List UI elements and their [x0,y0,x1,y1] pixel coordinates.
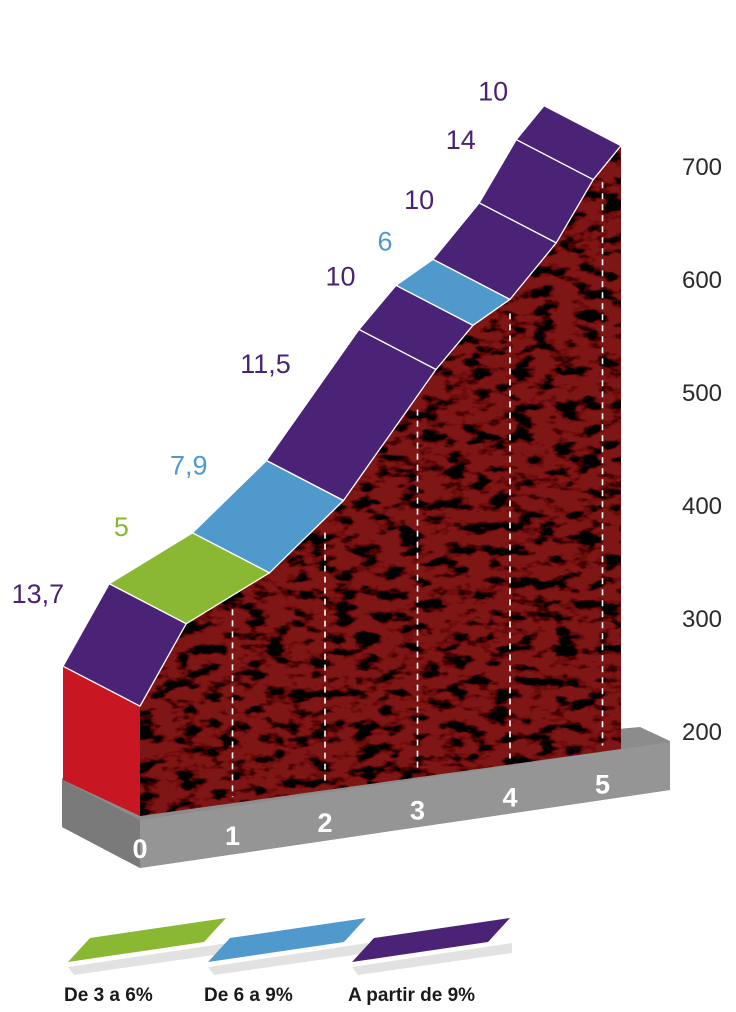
base-left [62,780,140,868]
legend-swatch [208,918,366,962]
y-tick-label: 200 [682,719,722,746]
legend-swatch-shadow [352,943,512,975]
x-tick-label: 3 [410,795,425,825]
x-tick-label: 1 [225,821,240,851]
y-tick-label: 300 [682,606,722,633]
segment-label: 14 [446,125,476,155]
gradient-ribbon [62,105,622,707]
x-tick-label: 0 [132,834,147,864]
front-wall [63,666,140,816]
y-tick-label: 500 [682,380,722,407]
legend-swatch [68,918,226,962]
x-tick-label: 5 [595,770,610,800]
gradient-segment [515,105,622,181]
segment-label: 10 [404,185,434,215]
base-face [140,742,670,868]
y-tick-label: 700 [682,154,722,181]
legend: De 3 a 6% De 6 a 9% A partir de 9% [64,918,512,1006]
segment-label: 10 [478,77,508,107]
segment-label: 6 [377,226,392,256]
y-axis: 200 300 400 500 600 700 [682,154,722,746]
legend-label: De 6 a 9% [204,985,293,1006]
x-tick-label: 4 [502,782,517,812]
segment-label: 5 [114,512,129,542]
x-axis: 0 1 2 3 4 5 [132,770,610,864]
y-tick-label: 400 [682,493,722,520]
segment-label: 13,7 [12,579,65,609]
y-tick-label: 600 [682,267,722,294]
legend-label: De 3 a 6% [64,985,153,1006]
legend-swatch [352,918,510,962]
segment-label: 11,5 [240,349,291,379]
x-tick-label: 2 [317,808,332,838]
segment-label: 7,9 [170,451,208,481]
legend-swatch-shadow [208,943,368,975]
segment-label: 10 [325,261,355,291]
legend-swatch-shadow [68,943,228,975]
terrain-face [140,145,621,817]
km-gridlines [231,182,604,798]
legend-label: A partir de 9% [348,985,475,1006]
